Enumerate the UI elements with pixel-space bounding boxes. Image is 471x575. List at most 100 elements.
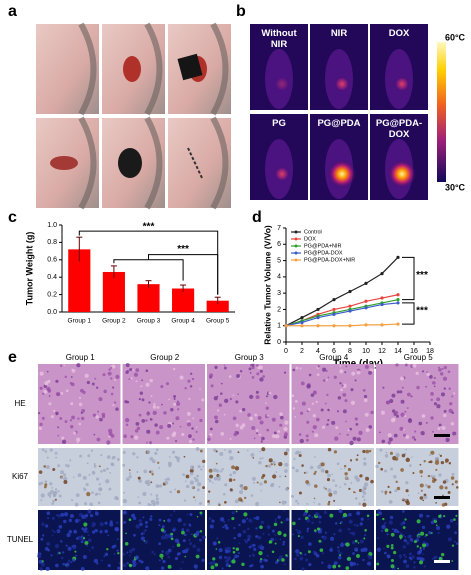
legend-marker	[294, 251, 298, 255]
cell	[47, 492, 52, 497]
cell	[259, 482, 263, 486]
cell	[362, 388, 366, 392]
cell	[49, 448, 53, 452]
cell	[300, 535, 304, 539]
cell	[134, 429, 139, 433]
cell	[125, 363, 130, 368]
cell	[419, 496, 424, 500]
cell	[362, 461, 367, 466]
cell	[108, 428, 113, 434]
cell	[453, 518, 456, 521]
cell	[54, 488, 58, 491]
cell	[275, 560, 279, 564]
cell	[114, 378, 117, 381]
cell	[232, 394, 235, 397]
cell	[404, 363, 408, 367]
cell	[38, 470, 43, 474]
cell	[149, 503, 152, 506]
cell	[146, 411, 151, 416]
cell	[63, 476, 68, 481]
cell	[350, 400, 356, 405]
cell	[297, 502, 300, 505]
cell	[357, 542, 360, 544]
cell	[106, 440, 111, 445]
cell	[209, 427, 213, 431]
cell	[448, 387, 451, 391]
cell	[86, 530, 89, 534]
cell	[167, 548, 172, 553]
cell	[339, 369, 344, 374]
cell	[414, 430, 417, 433]
cell	[92, 413, 97, 417]
cell	[282, 540, 286, 544]
cell	[404, 498, 407, 502]
cell	[279, 423, 283, 427]
cell	[200, 513, 203, 516]
cell	[200, 469, 203, 471]
cell	[185, 484, 190, 489]
cell	[45, 566, 50, 572]
cell	[283, 451, 288, 456]
cell	[215, 450, 218, 453]
cell	[339, 364, 342, 367]
cell	[89, 513, 94, 518]
cell	[82, 390, 86, 395]
cell	[39, 386, 43, 390]
cell	[117, 552, 120, 555]
cell	[442, 480, 447, 484]
cell	[50, 415, 54, 419]
cell	[444, 486, 448, 490]
cell	[306, 438, 309, 442]
legend-label: PG@PDA+NIR	[304, 243, 342, 249]
cell	[150, 481, 153, 484]
significance: ***	[177, 244, 189, 255]
cell	[253, 547, 257, 551]
cell	[44, 480, 48, 483]
cell	[155, 448, 159, 452]
cell	[285, 487, 289, 492]
cell	[399, 532, 403, 536]
cell	[60, 476, 63, 479]
cell	[439, 485, 444, 490]
cell	[257, 366, 261, 370]
cell	[314, 433, 319, 438]
cell	[189, 468, 194, 473]
cell	[299, 438, 304, 444]
cell	[84, 373, 89, 378]
cell	[421, 414, 426, 418]
cell	[318, 520, 322, 524]
cell	[376, 547, 382, 552]
cell	[146, 429, 151, 434]
cell	[306, 502, 309, 505]
cell	[440, 552, 445, 557]
cell	[325, 370, 328, 372]
cell	[435, 468, 438, 471]
cell	[354, 539, 358, 543]
cell	[173, 395, 176, 398]
cell	[419, 469, 424, 474]
cell	[70, 376, 73, 378]
cell	[213, 448, 217, 452]
cell	[177, 400, 179, 403]
cell	[84, 527, 88, 531]
point	[332, 324, 336, 328]
nir-patch	[177, 53, 203, 81]
y-tick-label: 4	[277, 274, 281, 281]
cell	[311, 516, 314, 519]
cell	[225, 559, 229, 563]
cell	[122, 450, 126, 455]
cell	[415, 371, 419, 375]
point	[396, 301, 400, 305]
cell	[161, 403, 163, 406]
cell	[428, 454, 431, 457]
cell	[402, 545, 406, 549]
cell	[70, 402, 74, 406]
cell	[142, 516, 145, 519]
cell	[275, 434, 280, 439]
cell	[239, 490, 244, 495]
cell	[364, 528, 367, 532]
cell	[57, 514, 62, 518]
cell	[402, 526, 406, 529]
hot-spot	[394, 76, 410, 92]
cell	[425, 385, 427, 388]
